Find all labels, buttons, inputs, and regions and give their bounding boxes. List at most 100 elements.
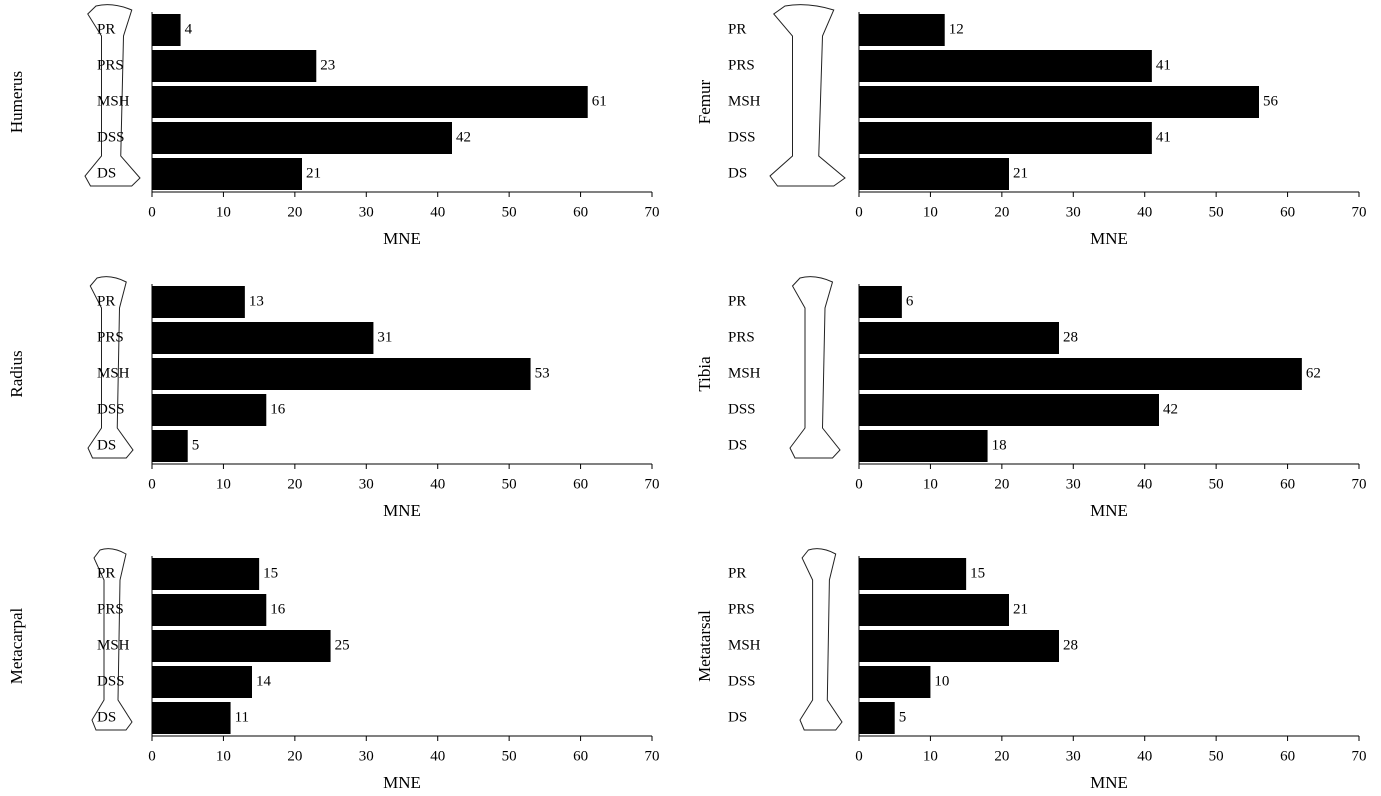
x-tick-label: 40 — [430, 748, 445, 764]
x-tick-label: 30 — [1066, 748, 1081, 764]
bar — [859, 122, 1152, 154]
category-label: DSS — [97, 401, 125, 417]
bar — [152, 594, 267, 626]
x-axis-label: MNE — [1090, 229, 1128, 248]
value-label: 16 — [270, 601, 286, 617]
x-tick-label: 30 — [359, 204, 374, 220]
bone-sketch — [769, 4, 846, 187]
category-label: MSH — [97, 93, 130, 109]
value-label: 4 — [185, 21, 193, 37]
bar — [152, 358, 531, 390]
category-label: DS — [97, 709, 116, 725]
bar — [859, 594, 1009, 626]
value-label: 6 — [906, 293, 914, 309]
bar — [152, 702, 231, 734]
x-tick-label: 30 — [1066, 204, 1081, 220]
x-tick-label: 10 — [923, 476, 938, 492]
y-axis-label: Metatarsal — [695, 610, 714, 682]
bar — [859, 86, 1259, 118]
category-label: MSH — [97, 365, 130, 381]
category-label: PR — [97, 293, 115, 309]
x-tick-label: 30 — [359, 476, 374, 492]
value-label: 42 — [1163, 401, 1178, 417]
x-axis-label: MNE — [1090, 773, 1128, 792]
value-label: 25 — [335, 637, 350, 653]
value-label: 14 — [256, 673, 272, 689]
bar — [859, 630, 1059, 662]
x-tick-label: 20 — [994, 204, 1009, 220]
category-label: DS — [728, 437, 747, 453]
value-label: 42 — [456, 129, 471, 145]
x-tick-label: 40 — [430, 204, 445, 220]
bar — [152, 394, 267, 426]
value-label: 56 — [1263, 93, 1279, 109]
bar — [152, 50, 317, 82]
x-tick-label: 10 — [923, 204, 938, 220]
bar — [152, 630, 331, 662]
category-label: MSH — [97, 637, 130, 653]
x-tick-label: 10 — [216, 476, 231, 492]
x-tick-label: 0 — [855, 476, 863, 492]
x-tick-label: 40 — [1137, 476, 1152, 492]
category-label: DS — [728, 709, 747, 725]
value-label: 16 — [270, 401, 286, 417]
bar — [152, 158, 302, 190]
category-label: PR — [728, 293, 746, 309]
bone-sketch — [87, 276, 134, 459]
x-tick-label: 70 — [1352, 204, 1367, 220]
x-tick-label: 0 — [148, 748, 156, 764]
bar — [859, 158, 1009, 190]
category-label: PRS — [728, 57, 755, 73]
x-axis-label: MNE — [383, 229, 421, 248]
category-label: PRS — [97, 329, 124, 345]
x-tick-label: 20 — [287, 204, 302, 220]
category-label: DS — [97, 437, 116, 453]
value-label: 21 — [1013, 165, 1028, 181]
x-tick-label: 30 — [359, 748, 374, 764]
bar — [859, 702, 895, 734]
bar — [859, 666, 931, 698]
x-tick-label: 0 — [855, 204, 863, 220]
category-label: DS — [97, 165, 116, 181]
value-label: 10 — [934, 673, 949, 689]
y-axis-label: Metacarpal — [7, 607, 26, 684]
bar — [152, 322, 374, 354]
value-label: 61 — [592, 93, 607, 109]
x-tick-label: 40 — [430, 476, 445, 492]
category-label: MSH — [728, 637, 761, 653]
value-label: 18 — [992, 437, 1007, 453]
x-tick-label: 70 — [1352, 748, 1367, 764]
bone-sketch — [799, 548, 843, 731]
x-tick-label: 60 — [573, 476, 588, 492]
bone-sketch — [84, 4, 141, 187]
x-tick-label: 10 — [923, 748, 938, 764]
category-label: DSS — [728, 129, 756, 145]
category-label: PR — [97, 565, 115, 581]
bar — [859, 558, 967, 590]
value-label: 12 — [949, 21, 964, 37]
value-label: 21 — [1013, 601, 1028, 617]
x-tick-label: 0 — [148, 476, 156, 492]
x-tick-label: 50 — [502, 476, 517, 492]
bar — [859, 394, 1159, 426]
y-axis-label: Tibia — [695, 356, 714, 392]
bone-sketch — [91, 548, 133, 731]
value-label: 11 — [235, 709, 249, 725]
x-tick-label: 40 — [1137, 204, 1152, 220]
x-tick-label: 50 — [1209, 476, 1224, 492]
x-tick-label: 50 — [502, 204, 517, 220]
x-tick-label: 50 — [502, 748, 517, 764]
x-tick-label: 40 — [1137, 748, 1152, 764]
bone-sketch — [789, 276, 841, 459]
value-label: 41 — [1156, 129, 1171, 145]
x-tick-label: 0 — [148, 204, 156, 220]
category-label: DSS — [97, 673, 125, 689]
x-tick-label: 30 — [1066, 476, 1081, 492]
x-tick-label: 70 — [645, 748, 660, 764]
x-tick-label: 70 — [1352, 476, 1367, 492]
y-axis-label: Radius — [7, 350, 26, 397]
x-tick-label: 20 — [994, 748, 1009, 764]
x-tick-label: 0 — [855, 748, 863, 764]
x-tick-label: 60 — [1280, 204, 1295, 220]
